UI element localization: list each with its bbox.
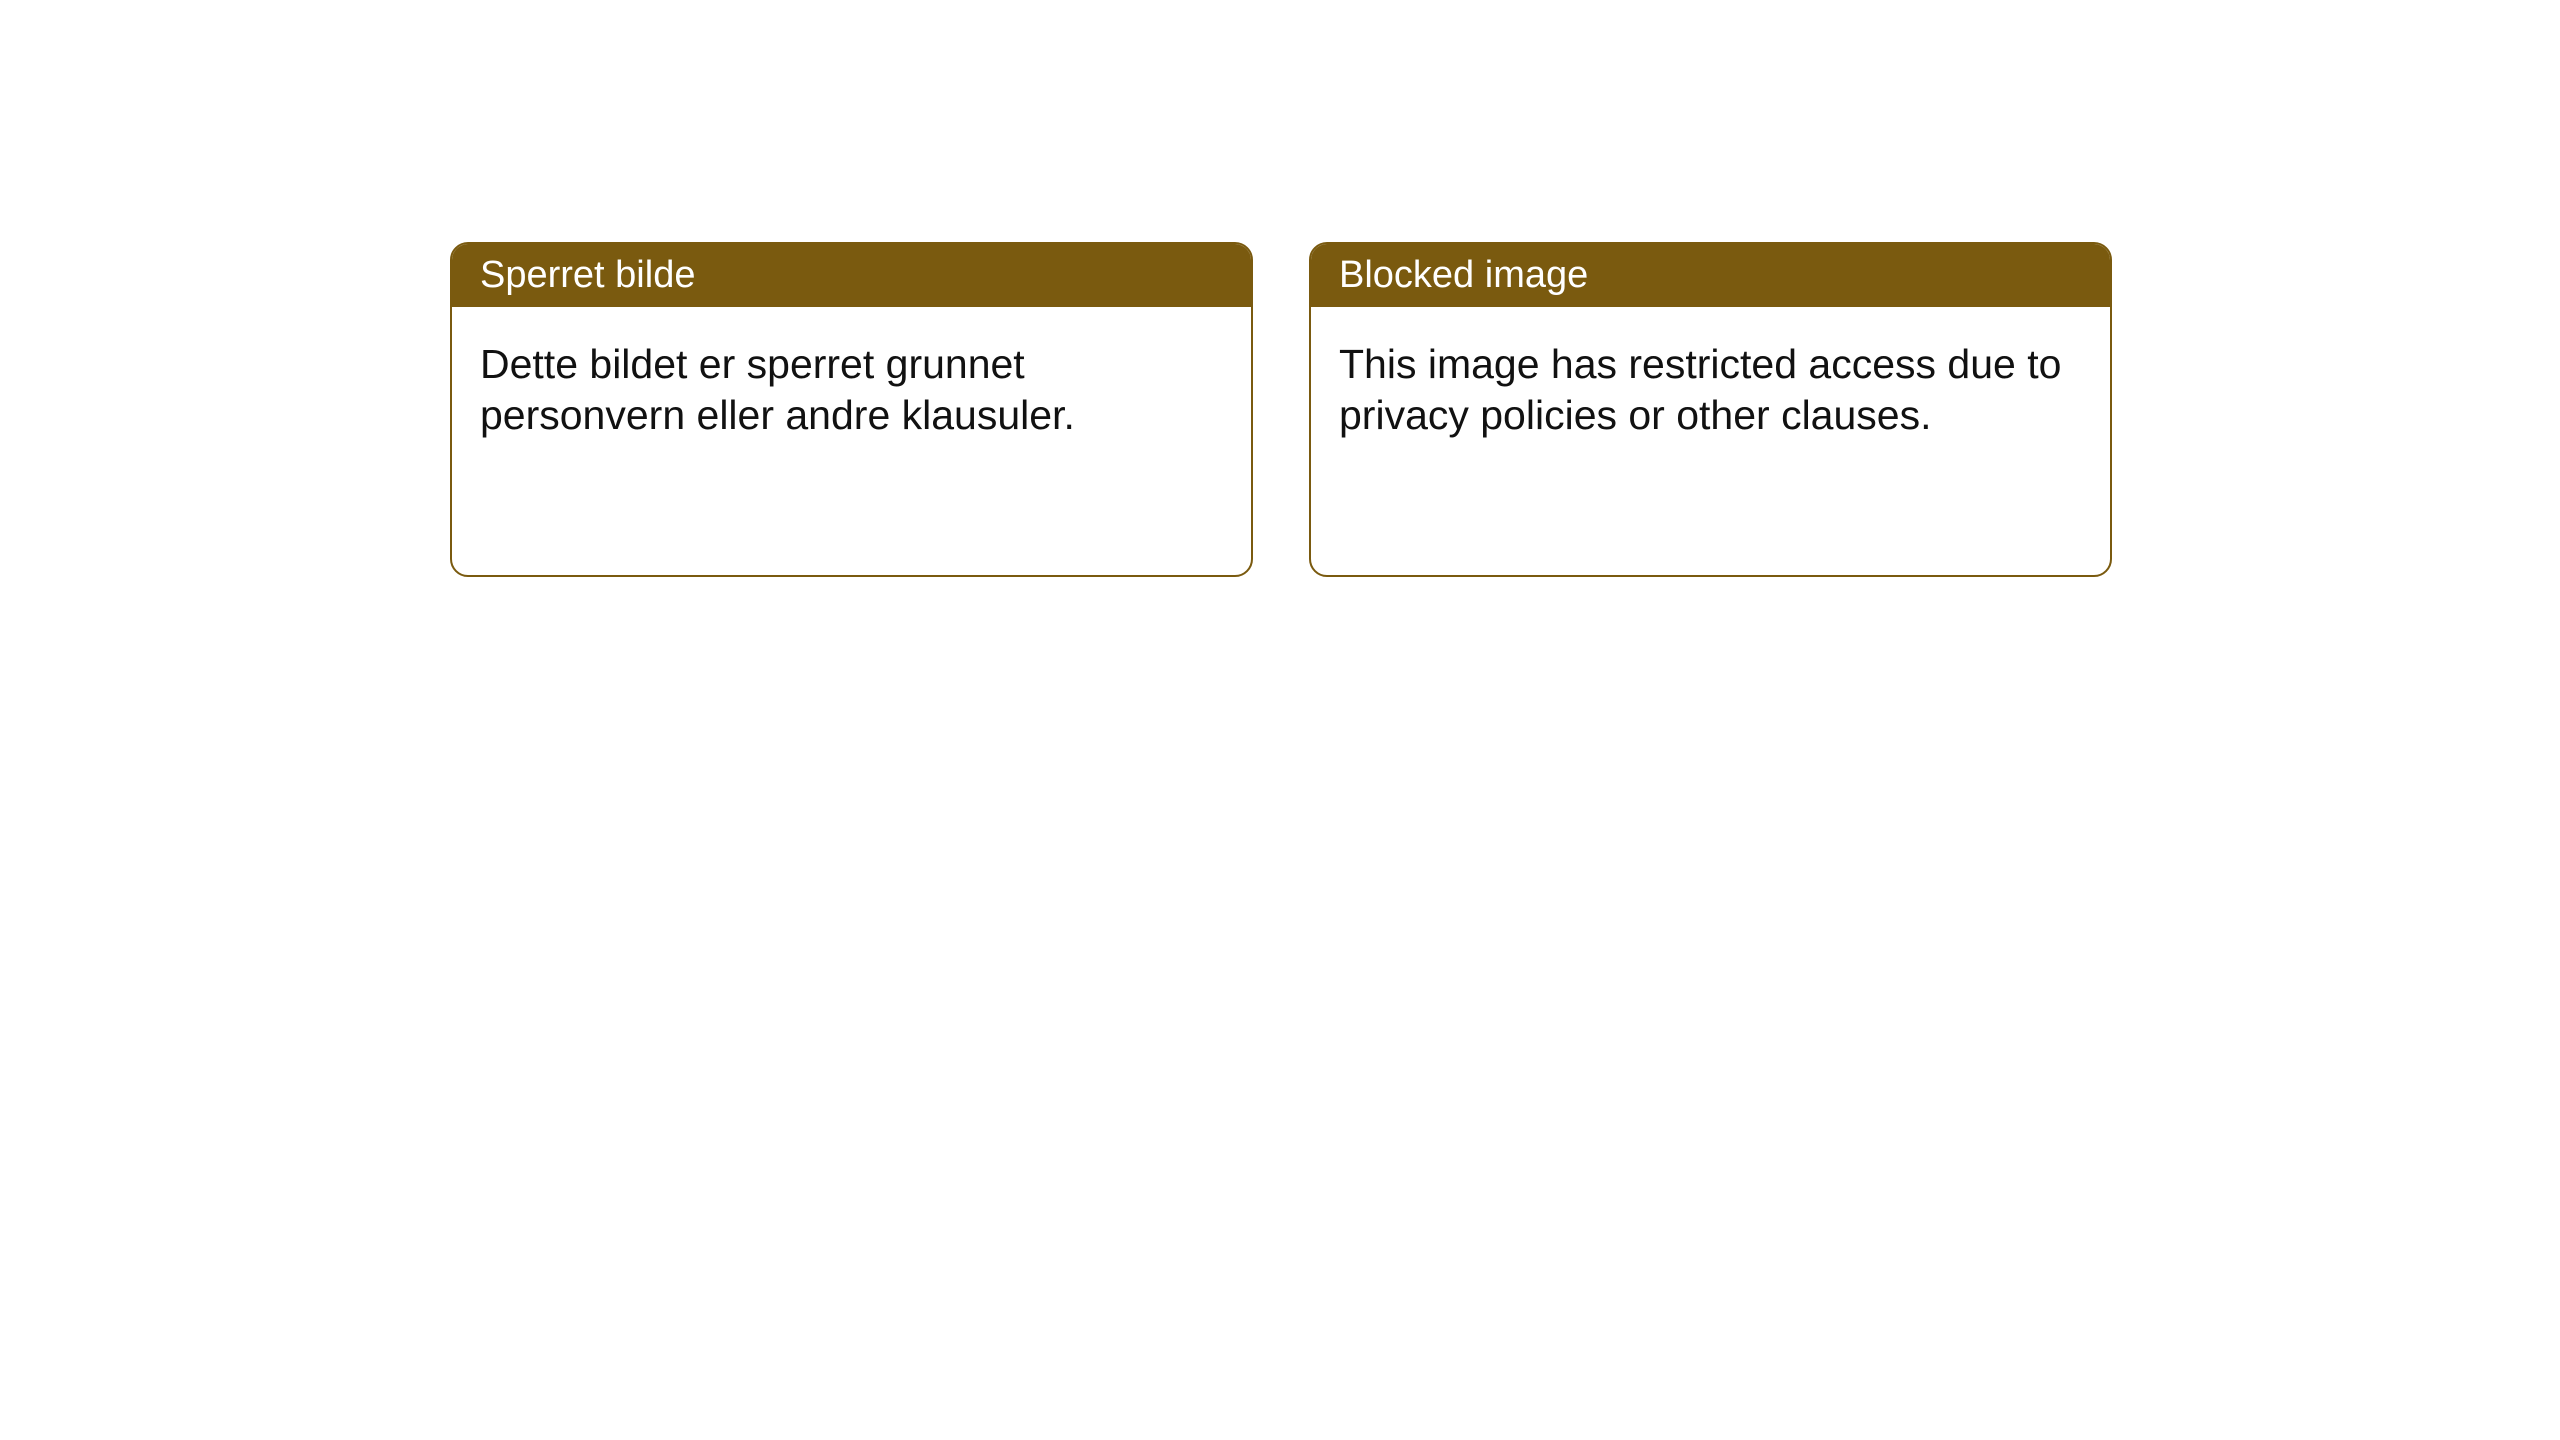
card-header-no: Sperret bilde [452,244,1251,307]
blocked-image-card-no: Sperret bilde Dette bildet er sperret gr… [450,242,1253,577]
card-title-no: Sperret bilde [480,254,695,296]
card-body-en: This image has restricted access due to … [1311,307,2110,474]
card-title-en: Blocked image [1339,254,1588,296]
card-header-en: Blocked image [1311,244,2110,307]
blocked-image-card-en: Blocked image This image has restricted … [1309,242,2112,577]
card-body-no: Dette bildet er sperret grunnet personve… [452,307,1251,474]
cards-container: Sperret bilde Dette bildet er sperret gr… [450,242,2112,577]
card-message-en: This image has restricted access due to … [1339,341,2061,438]
card-message-no: Dette bildet er sperret grunnet personve… [480,341,1075,438]
